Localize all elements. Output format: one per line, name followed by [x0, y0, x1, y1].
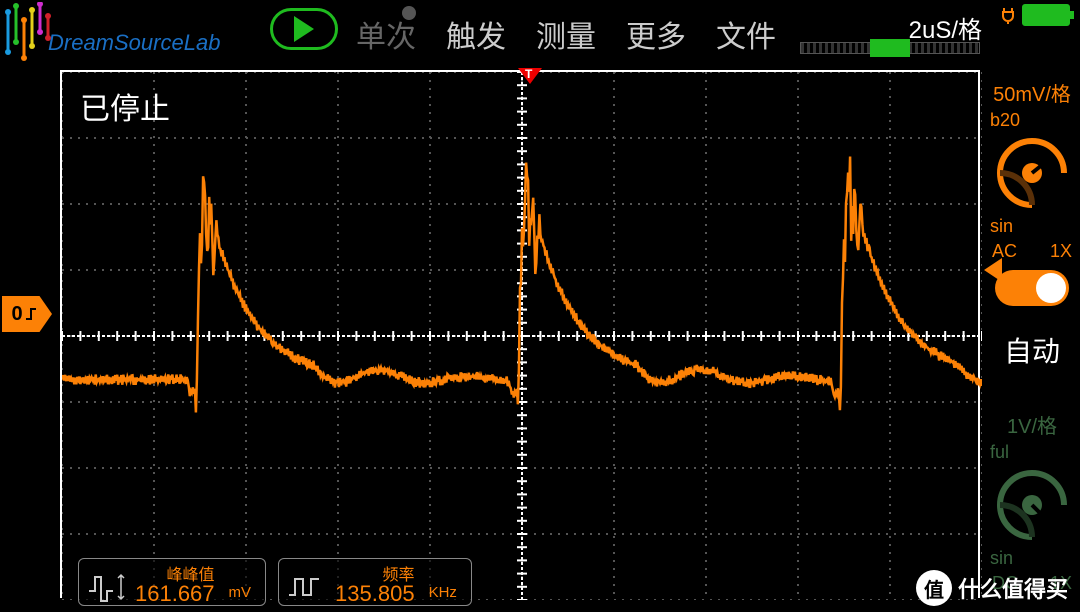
freq-icon: [287, 571, 327, 603]
measurement-bar: 峰峰值 161.667 mV 频率 135.805 KHz: [78, 558, 472, 606]
ch1-probe: 1X: [1050, 241, 1072, 262]
channel-zero-marker[interactable]: 0: [2, 296, 52, 332]
dial-icon: [996, 137, 1068, 209]
ch1-enable-toggle[interactable]: [995, 270, 1069, 306]
channel-zero-label: 0: [11, 303, 22, 326]
timebase-label[interactable]: 2uS/格: [909, 10, 982, 45]
measurement-vpp[interactable]: 峰峰值 161.667 mV: [78, 558, 266, 606]
freq-value: 135.805: [335, 585, 415, 603]
power-plug-icon: [998, 5, 1018, 25]
ch1-bandwidth[interactable]: b20: [984, 107, 1080, 133]
main-menu: 单次 触发 测量 更多 文件: [350, 12, 782, 56]
freq-unit: KHz: [429, 584, 457, 601]
dial-icon: [996, 469, 1068, 541]
vpp-value: 161.667: [135, 585, 215, 603]
ch1-dial[interactable]: [996, 137, 1068, 209]
brand-logo: DreamSourceLab: [0, 0, 245, 65]
vpp-unit: mV: [229, 584, 252, 601]
watermark: 值 什么值得买: [916, 570, 1068, 606]
brand-name: DreamSourceLab: [48, 30, 220, 56]
menu-file[interactable]: 文件: [710, 12, 782, 56]
watermark-text: 什么值得买: [958, 572, 1068, 604]
trigger-position-marker[interactable]: [518, 68, 542, 84]
top-bar: DreamSourceLab 单次 触发 测量 更多 文件 2uS/格: [0, 0, 1080, 70]
ch2-dial[interactable]: [996, 469, 1068, 541]
run-stop-button[interactable]: [270, 8, 338, 50]
ch1-wavetype[interactable]: sin: [984, 213, 1080, 239]
measurement-freq[interactable]: 频率 135.805 KHz: [278, 558, 472, 606]
menu-single[interactable]: 单次: [350, 12, 422, 56]
ch2-vdiv[interactable]: 1V/格: [984, 410, 1080, 439]
edge-icon: [25, 306, 43, 322]
menu-measure[interactable]: 测量: [530, 12, 602, 56]
ch2-block: 1V/格 ful sin DC 1X: [984, 410, 1080, 596]
play-icon: [294, 16, 314, 42]
right-panel: 50mV/格 b20 sin AC 1X 自动 1V/格 ful sin DC: [984, 70, 1080, 612]
auto-button[interactable]: 自动: [984, 330, 1080, 370]
ch2-wavetype[interactable]: sin: [984, 545, 1080, 571]
battery-area: [998, 4, 1070, 26]
ch2-bandwidth[interactable]: ful: [984, 439, 1080, 465]
logo-bars-icon: [2, 2, 52, 62]
menu-more[interactable]: 更多: [620, 12, 692, 56]
timebase-overview-bar[interactable]: [800, 42, 980, 54]
trigger-level-marker[interactable]: [984, 258, 1002, 282]
vpp-icon: [87, 571, 127, 603]
watermark-badge: 值: [916, 570, 952, 606]
waveform-canvas: [62, 72, 982, 600]
waveform-grid[interactable]: [60, 70, 980, 598]
battery-icon: [1022, 4, 1070, 26]
acquisition-status: 已停止: [80, 84, 170, 128]
menu-trigger[interactable]: 触发: [440, 12, 512, 56]
ch1-vdiv[interactable]: 50mV/格: [984, 78, 1080, 107]
